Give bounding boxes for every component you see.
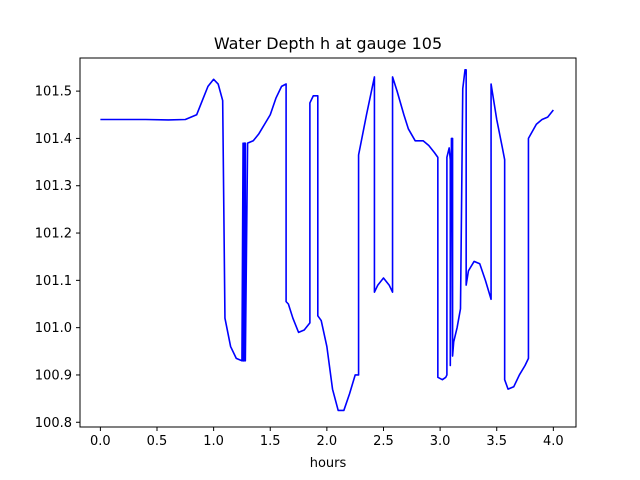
y-tick-label: 100.8: [35, 416, 72, 431]
chart-title: Water Depth h at gauge 105: [214, 34, 442, 53]
plot-frame: [79, 57, 577, 428]
x-tick-label: 4.0: [543, 434, 564, 449]
x-tick-label: 0.5: [147, 434, 168, 449]
y-tick-label: 101.5: [35, 85, 72, 100]
y-tick-label: 101.1: [35, 274, 72, 289]
y-tick-label: 101.4: [35, 132, 72, 147]
x-axis-ticks: 0.0 0.5 1.0 1.5 2.0 2.5 3.0 3.5 4.0: [90, 427, 564, 449]
x-tick-label: 0.0: [90, 434, 111, 449]
y-tick-label: 101.0: [35, 321, 72, 336]
x-tick-label: 1.5: [260, 434, 281, 449]
x-tick-label: 3.5: [486, 434, 507, 449]
x-axis-label: hours: [310, 456, 347, 471]
x-tick-label: 3.0: [430, 434, 451, 449]
y-tick-label: 101.2: [35, 227, 72, 242]
x-tick-label: 2.5: [373, 434, 394, 449]
x-tick-label: 1.0: [203, 434, 224, 449]
series-line: [100, 69, 554, 412]
x-tick-label: 2.0: [317, 434, 338, 449]
y-axis-ticks: 100.8 100.9 101.0 101.1 101.2 101.3 101.4 101.5: [35, 85, 80, 431]
plot-layer: [100, 69, 554, 412]
y-tick-label: 100.9: [35, 368, 72, 383]
y-tick-label: 101.3: [35, 179, 72, 194]
